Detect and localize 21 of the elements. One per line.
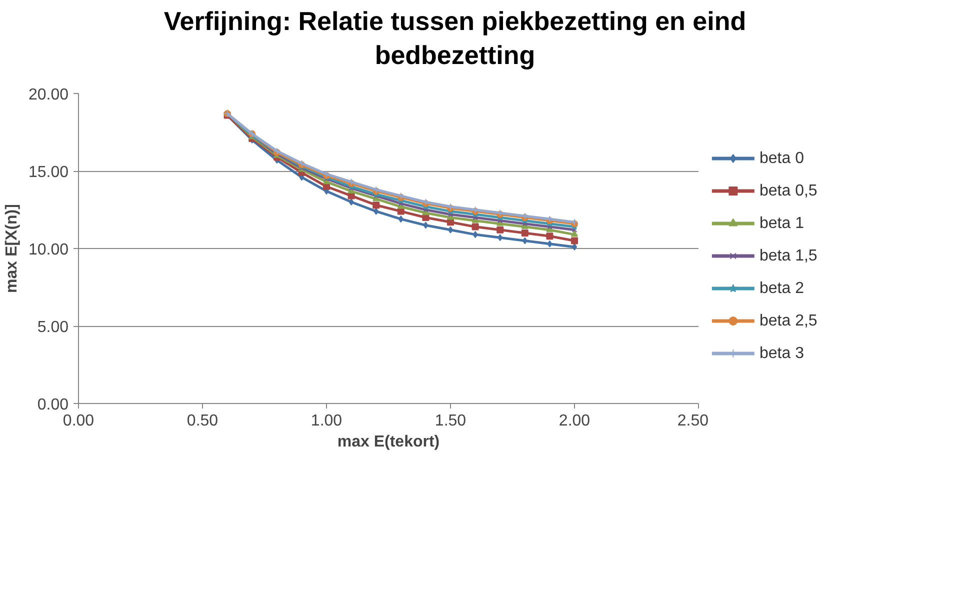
legend-label: beta 2 — [760, 280, 804, 297]
y-tick-label: 10.00 — [28, 241, 69, 258]
x-tick-label: 1.00 — [310, 412, 342, 430]
legend-label: beta 3 — [760, 344, 804, 362]
chart-title: Verfijning: Relatie tussen piekbezetting en eind bedbezetting — [162, 5, 748, 72]
y-tick-label: 20.00 — [28, 86, 69, 104]
x-tick-label: 2.50 — [677, 412, 709, 430]
x-tick-label: 2.00 — [558, 412, 590, 430]
legend-label: beta 2,5 — [760, 312, 818, 330]
legend-label: beta 1,5 — [760, 247, 818, 264]
x-tick-label: 0.00 — [62, 412, 94, 430]
legend-label: beta 0,5 — [760, 182, 818, 200]
legend-label: beta 1 — [760, 214, 804, 232]
x-axis-title: max E(tekort) — [337, 433, 440, 450]
x-tick-label: 1.50 — [434, 412, 466, 430]
y-tick-label: 15.00 — [28, 164, 69, 181]
legend-label: beta 0 — [760, 150, 804, 167]
y-axis-title: max E[X(n)] — [3, 204, 20, 293]
y-tick-label: 5.00 — [37, 318, 69, 336]
y-tick-label: 0.00 — [37, 396, 69, 414]
x-tick-label: 0.50 — [186, 412, 218, 430]
